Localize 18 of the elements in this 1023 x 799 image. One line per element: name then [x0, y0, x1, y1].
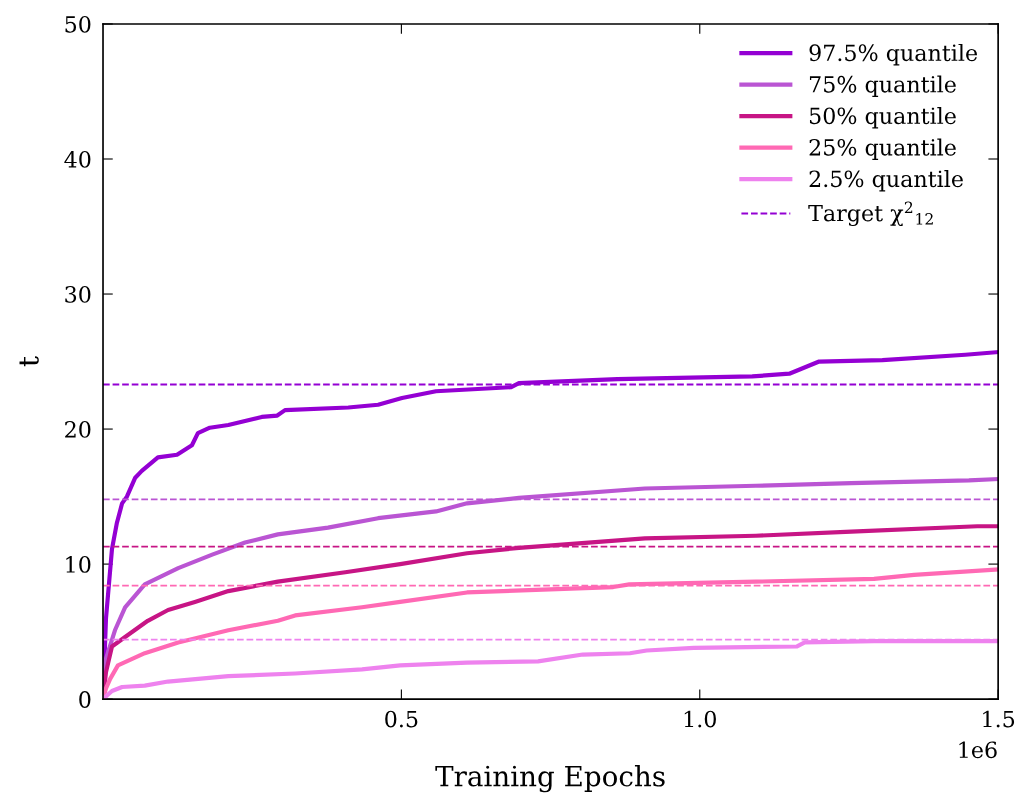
y-tick-label: 0 — [79, 691, 91, 708]
y-tick-label: 10 — [66, 556, 91, 573]
y-tick-label: 50 — [65, 15, 91, 33]
y-tick-label: 40 — [64, 150, 91, 168]
x-tick-label: 1.0 — [684, 710, 716, 728]
legend-label: 97.5% quantile — [809, 43, 978, 66]
x-tick-label: 1.5 — [983, 710, 1015, 728]
text: 1e6 — [959, 741, 997, 759]
y-tick-label: 30 — [65, 285, 91, 303]
y-axis-title: t — [19, 356, 39, 367]
legend-label: 50% quantile — [809, 106, 956, 129]
x-tick-label: 0.5 — [385, 710, 418, 728]
legend-label: 2.5% quantile — [809, 170, 963, 192]
legend-label: 25% quantile — [809, 138, 956, 160]
legend-label: 75% quantile — [809, 75, 956, 97]
x-axis-title: Training Epochs — [435, 765, 665, 793]
legend-label: Target χ$^{2}$$_{12}$ — [808, 201, 933, 227]
y-tick-label: 20 — [65, 421, 91, 438]
